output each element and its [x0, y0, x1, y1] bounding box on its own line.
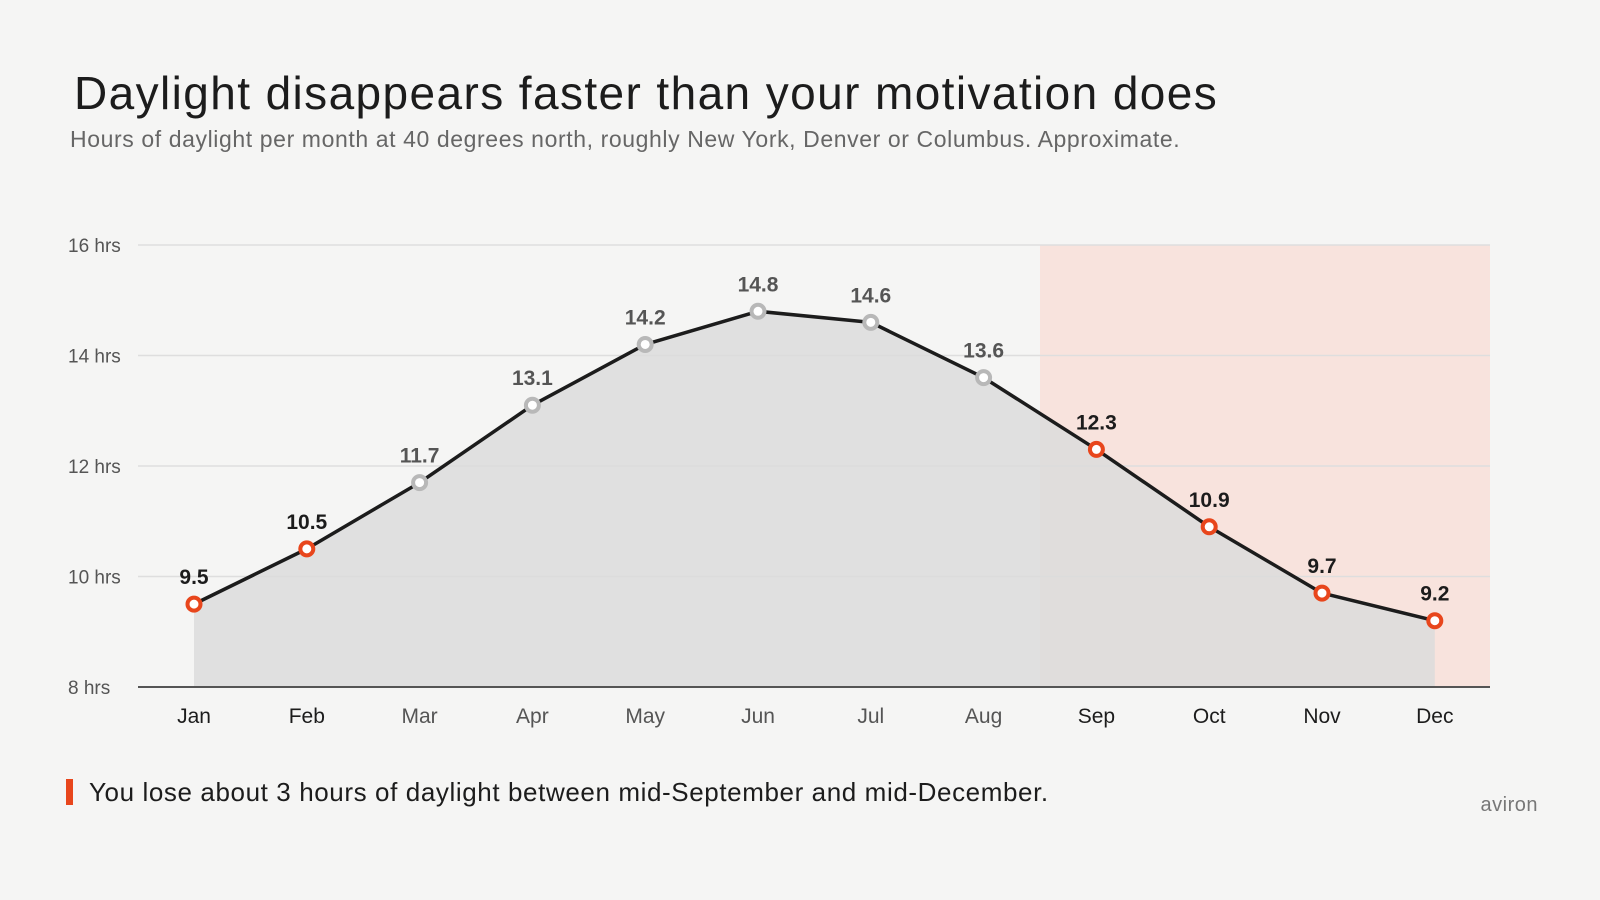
data-label: 9.5 — [179, 566, 209, 589]
data-point — [862, 313, 880, 331]
footnote: You lose about 3 hours of daylight betwe… — [66, 774, 1049, 810]
x-tick-label: Dec — [1416, 705, 1453, 728]
area-fill — [194, 311, 1435, 687]
data-label: 9.7 — [1307, 555, 1336, 578]
x-tick-label: Nov — [1303, 705, 1341, 728]
chart-subtitle: Hours of daylight per month at 40 degree… — [70, 126, 1181, 152]
y-tick-label: 14 hrs — [68, 347, 121, 368]
data-point — [1313, 584, 1331, 602]
data-label: 10.5 — [286, 511, 327, 534]
y-tick-label: 16 hrs — [68, 236, 121, 257]
x-tick-label: Oct — [1193, 705, 1226, 728]
data-label: 14.2 — [625, 306, 666, 329]
data-point — [1087, 440, 1105, 458]
data-label: 14.8 — [738, 273, 779, 296]
footnote-accent-bar — [66, 779, 73, 805]
data-point — [1426, 612, 1444, 630]
x-tick-label: Jun — [741, 705, 775, 728]
data-point — [185, 595, 203, 613]
x-tick-label: Apr — [516, 705, 549, 728]
data-label: 10.9 — [1189, 489, 1230, 512]
chart-title: Daylight disappears faster than your mot… — [74, 67, 1219, 119]
data-label: 14.6 — [850, 284, 891, 307]
data-label: 12.3 — [1076, 411, 1117, 434]
x-tick-label: Mar — [402, 705, 438, 728]
data-point — [411, 474, 429, 492]
x-tick-label: Jul — [857, 705, 884, 728]
x-tick-label: Aug — [965, 705, 1002, 728]
y-tick-label: 12 hrs — [68, 457, 121, 478]
data-point — [975, 369, 993, 387]
data-point — [749, 302, 767, 320]
data-label: 11.7 — [400, 445, 440, 468]
data-point — [1200, 518, 1218, 536]
y-tick-label: 8 hrs — [68, 678, 110, 699]
data-point — [523, 396, 541, 414]
data-label: 9.2 — [1420, 583, 1449, 606]
footnote-text: You lose about 3 hours of daylight betwe… — [89, 776, 1049, 807]
data-label: 13.6 — [963, 340, 1004, 363]
x-tick-label: Feb — [289, 705, 325, 728]
x-tick-label: Jan — [177, 705, 211, 728]
x-tick-label: Sep — [1078, 705, 1115, 728]
data-point — [636, 335, 654, 353]
data-label: 13.1 — [512, 367, 553, 390]
x-tick-label: May — [625, 705, 665, 728]
data-point — [298, 540, 316, 558]
y-tick-label: 10 hrs — [68, 568, 121, 589]
series-line — [192, 309, 1437, 623]
brand-label: aviron — [1480, 794, 1538, 816]
